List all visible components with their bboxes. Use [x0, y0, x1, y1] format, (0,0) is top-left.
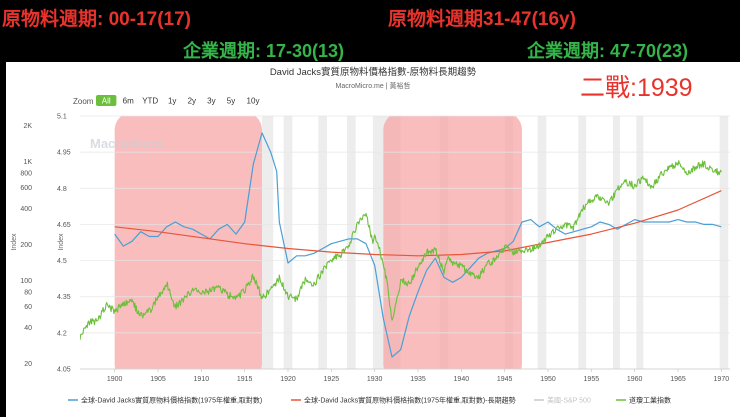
x-axis-tick-label: 1955	[584, 376, 600, 383]
zoom-button-5y[interactable]: 5y	[227, 97, 235, 106]
watermark-text: MacroMicro	[90, 136, 163, 151]
zoom-button-ytd[interactable]: YTD	[142, 97, 158, 106]
x-axis-tick-label: 1920	[280, 376, 296, 383]
zoom-button-1y[interactable]: 1y	[168, 97, 176, 106]
left-axis-tick-label: 60	[24, 304, 32, 311]
zoom-label: Zoom	[73, 97, 94, 106]
shaded-period	[114, 116, 262, 369]
series-line-1	[114, 190, 722, 257]
x-axis-tick-label: 1930	[367, 376, 383, 383]
chart-svg: David Jacks實質原物料價格指數-原物料長期趨勢 MacroMicro.…	[11, 66, 730, 405]
right-axis-tick-label: 4.5	[57, 258, 67, 265]
series-line-0	[114, 132, 722, 358]
zoom-button-all[interactable]: All	[102, 97, 111, 106]
legend-label-2[interactable]: 美國-S&P 500	[547, 396, 591, 405]
x-axis-tick-label: 1910	[194, 376, 210, 383]
grey-band	[578, 116, 587, 369]
grey-band	[283, 116, 293, 369]
right-axis-tick-label: 4.35	[57, 294, 71, 301]
zoom-button-3y[interactable]: 3y	[207, 97, 215, 106]
zoom-buttons: All 6m YTD 1y 2y 3y 5y 10y	[96, 95, 259, 106]
zoom-button-6m[interactable]: 6m	[123, 97, 134, 106]
grey-band	[318, 116, 327, 369]
series-line-3	[80, 160, 722, 340]
zoom-button-2y[interactable]: 2y	[188, 97, 196, 106]
legend: 全球-David Jacks實質原物料價格指數(1975年權重,取對數) 全球-D…	[68, 396, 671, 405]
overlay-commodity-cycle-2: 原物料週期31-47(16y)	[388, 9, 576, 30]
right-axis-tick-label: 5.1	[57, 114, 67, 121]
grey-band	[719, 116, 729, 369]
legend-label-3[interactable]: 道瓊工業指數	[629, 396, 671, 405]
legend-label-0[interactable]: 全球-David Jacks實質原物料價格指數(1975年權重,取對數)	[81, 396, 262, 405]
x-axis-tick-label: 1970	[714, 376, 730, 383]
left-axis-tick-label: 20	[24, 361, 32, 368]
overlay-commodity-cycle-1: 原物料週期: 00-17(17)	[2, 9, 191, 30]
x-axis-ticks: 1900 1905 1910 1915 1920 1925 1930 1935 1940 1945…	[80, 368, 730, 383]
right-axis-tick-label: 4.2	[57, 330, 67, 337]
left-axis-tick-label: 40	[24, 325, 32, 332]
grey-band	[636, 116, 644, 369]
x-axis-tick-label: 1915	[237, 376, 253, 383]
series-lines	[80, 132, 722, 358]
shaded-period	[383, 116, 522, 369]
x-axis-tick-label: 1950	[540, 376, 556, 383]
shaded-bands	[114, 116, 729, 369]
x-axis-tick-label: 1960	[627, 376, 643, 383]
zoom-button-10y[interactable]: 10y	[247, 97, 260, 106]
right-axis-tick-label: 4.95	[57, 150, 71, 157]
chart-subtitle: MacroMicro.me | 黃裕哲	[336, 81, 411, 90]
right-axis-title: Index	[58, 233, 65, 251]
grey-band	[613, 116, 620, 369]
x-axis-tick-label: 1900	[107, 376, 123, 383]
overlay-corporate-cycle-1: 企業週期: 17-30(13)	[183, 41, 345, 61]
overlay-ww2: 二戰:1939	[580, 74, 693, 102]
x-axis-tick-label: 1935	[410, 376, 426, 383]
right-axis-tick-label: 4.8	[57, 186, 67, 193]
overlay-corporate-cycle-2: 企業週期: 47-70(23)	[527, 41, 689, 61]
left-axis-tick-label: 800	[20, 170, 32, 177]
right-axis-tick-label: 4.65	[57, 222, 71, 229]
left-axis-title: Index	[11, 233, 18, 251]
zoom-button-active-bg	[96, 95, 117, 106]
x-axis-tick-label: 1925	[324, 376, 340, 383]
left-axis-tick-label: 80	[24, 289, 32, 296]
right-axis-tick-label: 4.05	[57, 367, 71, 374]
left-axis-tick-label: 400	[20, 206, 32, 213]
left-axis-tick-label: 100	[20, 278, 32, 285]
x-axis-tick-label: 1905	[150, 376, 166, 383]
right-axis-ticks: 5.1 4.95 4.8 4.65 4.5 4.35 4.2 4.05	[57, 114, 71, 374]
left-axis-tick-label: 600	[20, 185, 32, 192]
x-axis-tick-label: 1940	[454, 376, 470, 383]
x-axis-tick-label: 1965	[670, 376, 686, 383]
left-axis-tick-label: 200	[20, 242, 32, 249]
legend-label-1[interactable]: 全球-David Jacks實質原物料價格指數(1975年權重,取對數)-長期趨…	[304, 396, 516, 405]
grey-band	[262, 116, 274, 369]
left-axis-ticks: 2K 1K 800 600 400 200 100 80 60 40 20	[20, 123, 32, 368]
left-axis-tick-label: 2K	[23, 123, 32, 130]
x-axis-tick-label: 1945	[497, 376, 513, 383]
chart-title: David Jacks實質原物料價格指數-原物料長期趨勢	[270, 66, 477, 78]
left-axis-tick-label: 1K	[23, 159, 32, 166]
